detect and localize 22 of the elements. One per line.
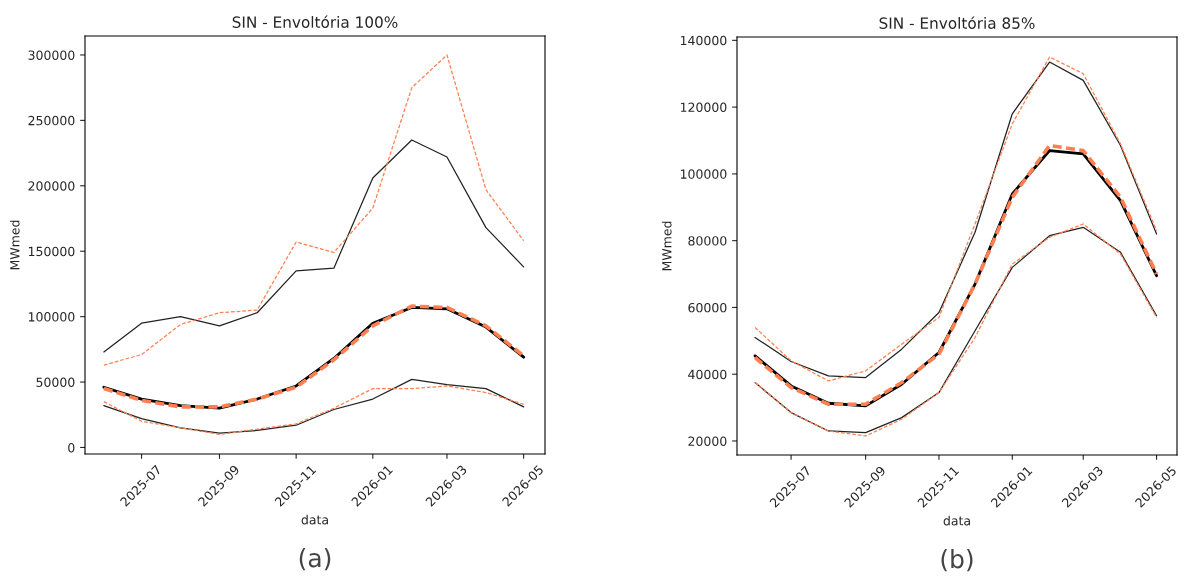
- y-tick-label: 100000: [680, 169, 727, 179]
- y-tick-label: 200000: [28, 181, 75, 191]
- y-tick-label: 50000: [36, 377, 75, 387]
- y-tick-label: 80000: [688, 236, 727, 246]
- chart-title: SIN - Envoltória 100%: [232, 15, 398, 28]
- y-tick-label: 40000: [688, 369, 727, 380]
- y-axis-title: MWmed: [9, 220, 20, 270]
- y-tick-label: 140000: [680, 35, 727, 46]
- y-tick-label: 120000: [680, 102, 727, 113]
- text: (b): [941, 549, 973, 572]
- chart-title: SIN - Envoltória 85%: [879, 16, 1035, 29]
- x-axis-title: data: [301, 514, 328, 525]
- y-tick-label: 300000: [28, 50, 75, 60]
- text: (a): [299, 548, 331, 571]
- y-tick-label: 0: [68, 442, 75, 453]
- y-axis-title: MWmed: [661, 221, 672, 271]
- y-tick-label: 20000: [688, 436, 727, 446]
- y-tick-label: 150000: [28, 246, 75, 257]
- x-axis-title: data: [943, 515, 970, 526]
- y-tick-label: 250000: [28, 115, 75, 126]
- y-tick-label: 100000: [28, 312, 75, 322]
- y-tick-label: 60000: [688, 302, 727, 313]
